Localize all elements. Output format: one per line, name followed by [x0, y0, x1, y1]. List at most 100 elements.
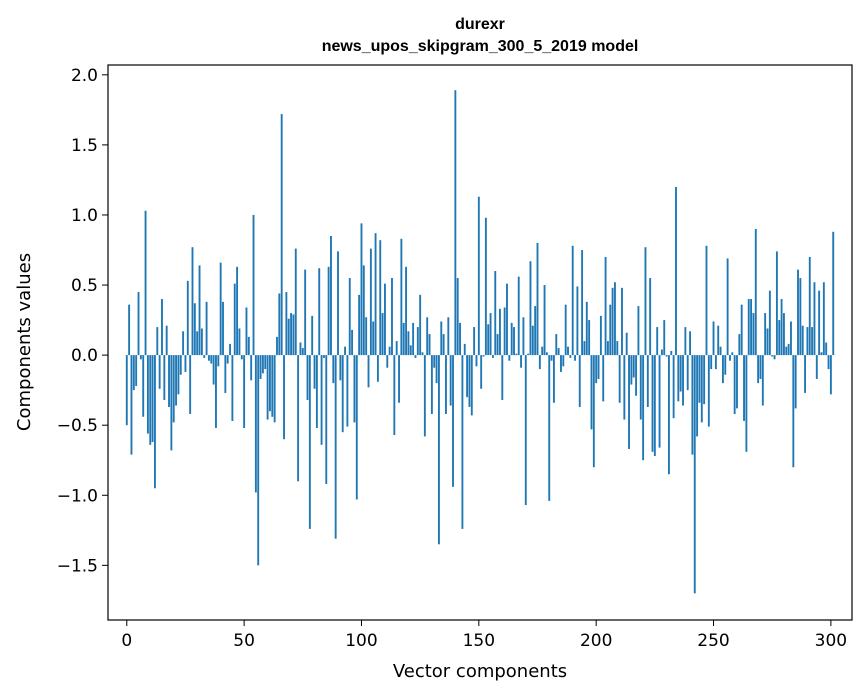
bar-198 — [590, 355, 593, 430]
bar-35 — [207, 355, 210, 361]
bar-135 — [442, 334, 445, 356]
bar-113 — [391, 278, 393, 356]
bar-200 — [595, 355, 598, 384]
bar-74 — [299, 342, 302, 356]
bar-63 — [273, 355, 276, 423]
bar-199 — [592, 355, 595, 468]
bar-142 — [459, 322, 461, 356]
bar-227 — [658, 355, 661, 448]
bar-145 — [466, 355, 469, 398]
bar-140 — [454, 90, 457, 356]
bar-230 — [665, 355, 668, 357]
bar-248 — [707, 355, 710, 427]
bar-56 — [257, 355, 260, 566]
y-tick-label: 0.5 — [71, 276, 98, 296]
bar-125 — [419, 294, 422, 356]
bar-152 — [482, 355, 485, 357]
bar-86 — [327, 266, 330, 356]
bar-271 — [761, 355, 764, 406]
bar-203 — [602, 355, 605, 402]
bar-239 — [686, 355, 689, 391]
bar-267 — [752, 313, 755, 356]
bar-105 — [372, 321, 375, 356]
x-tick-label: 150 — [463, 631, 495, 651]
bar-159 — [499, 308, 501, 356]
bar-84 — [322, 355, 325, 358]
bar-52 — [247, 336, 250, 356]
bar-223 — [649, 278, 652, 356]
bar-14 — [158, 355, 161, 389]
bar-212 — [623, 355, 626, 420]
bar-100 — [360, 223, 363, 356]
bar-253 — [719, 346, 722, 356]
bar-250 — [712, 321, 715, 356]
bar-288 — [801, 325, 804, 356]
bar-73 — [297, 355, 300, 482]
bar-143 — [461, 355, 464, 529]
bar-129 — [428, 334, 431, 356]
bar-157 — [494, 271, 497, 356]
bar-133 — [437, 355, 440, 545]
bar-18 — [168, 355, 170, 407]
bar-178 — [543, 285, 546, 356]
bar-277 — [775, 251, 778, 356]
bar-160 — [501, 355, 504, 400]
bar-273 — [766, 328, 769, 356]
bar-222 — [646, 355, 649, 407]
x-tick-label: 0 — [121, 631, 132, 651]
bar-8 — [144, 210, 147, 356]
bar-147 — [470, 355, 473, 416]
x-axis-label: Vector components — [393, 661, 567, 682]
bar-22 — [177, 355, 180, 395]
bar-41 — [222, 301, 224, 356]
bar-215 — [630, 355, 633, 385]
bar-219 — [639, 355, 642, 420]
bar-257 — [729, 355, 731, 361]
bar-272 — [764, 313, 767, 356]
bar-47 — [236, 266, 239, 356]
bar-259 — [733, 355, 736, 414]
bar-111 — [386, 355, 389, 368]
bar-292 — [811, 327, 814, 356]
bar-207 — [611, 287, 614, 356]
bar-190 — [571, 245, 574, 356]
y-tick-label: 1.5 — [71, 136, 98, 156]
bar-161 — [503, 307, 506, 356]
bar-210 — [618, 355, 621, 403]
x-axis-ticks: 0 50 100 150 200 250 300 — [121, 620, 847, 651]
bar-217 — [635, 355, 638, 396]
bar-119 — [405, 266, 408, 356]
bar-80 — [313, 355, 316, 389]
bar-177 — [541, 346, 544, 356]
bar-264 — [745, 355, 748, 452]
bar-234 — [675, 186, 677, 356]
bar-168 — [520, 355, 523, 368]
bar-226 — [656, 327, 659, 356]
bar-28 — [191, 247, 194, 356]
y-axis-ticks: 2.0 1.5 1.0 0.5 0.0 −0.5 −1.0 −1.5 — [57, 66, 108, 576]
bar-242 — [693, 355, 696, 594]
bar-96 — [351, 329, 354, 356]
bar-99 — [358, 294, 361, 356]
bar-62 — [271, 355, 274, 417]
bar-231 — [667, 355, 670, 475]
bar-220 — [642, 355, 645, 461]
bar-286 — [797, 269, 799, 356]
bar-229 — [663, 320, 666, 356]
bar-163 — [508, 355, 511, 361]
plot-frame — [107, 64, 853, 621]
bar-24 — [182, 331, 185, 356]
bar-262 — [740, 304, 743, 356]
bar-173 — [531, 325, 534, 356]
bar-40 — [219, 262, 222, 356]
bar-301 — [832, 231, 835, 356]
bar-258 — [731, 352, 734, 356]
bar-88 — [332, 355, 335, 384]
bar-156 — [491, 355, 494, 358]
bar-72 — [294, 248, 297, 356]
y-tick-label: 1.0 — [71, 206, 98, 226]
bar-104 — [369, 248, 372, 356]
bar-37 — [212, 355, 215, 385]
bar-44 — [229, 343, 231, 356]
